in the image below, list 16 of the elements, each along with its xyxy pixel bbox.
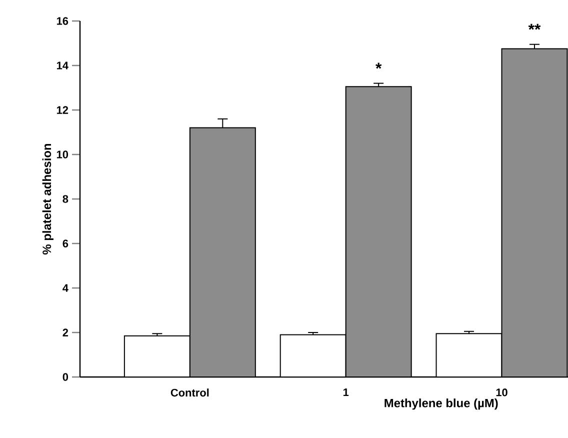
annotation: * — [376, 62, 382, 69]
x-tick-label: Control — [170, 388, 209, 397]
y-tick-label: 2 — [62, 328, 68, 336]
y-tick-label: 6 — [62, 240, 68, 248]
x-axis-title: Methylene blue (µM) — [384, 398, 498, 410]
y-tick-label: 0 — [62, 373, 68, 381]
annotation: ** — [528, 24, 541, 30]
y-tick-label: 12 — [56, 106, 68, 114]
x-tick-label: 1 — [343, 388, 349, 396]
y-tick-label: 10 — [56, 150, 68, 158]
y-tick-label: 8 — [62, 195, 68, 203]
y-axis-title: % platelet adhesion — [42, 144, 54, 255]
x-tick-label: 10 — [496, 388, 508, 396]
y-tick-label: 14 — [56, 62, 68, 70]
y-tick-label: 16 — [56, 17, 68, 25]
y-tick-label: 4 — [62, 284, 68, 292]
